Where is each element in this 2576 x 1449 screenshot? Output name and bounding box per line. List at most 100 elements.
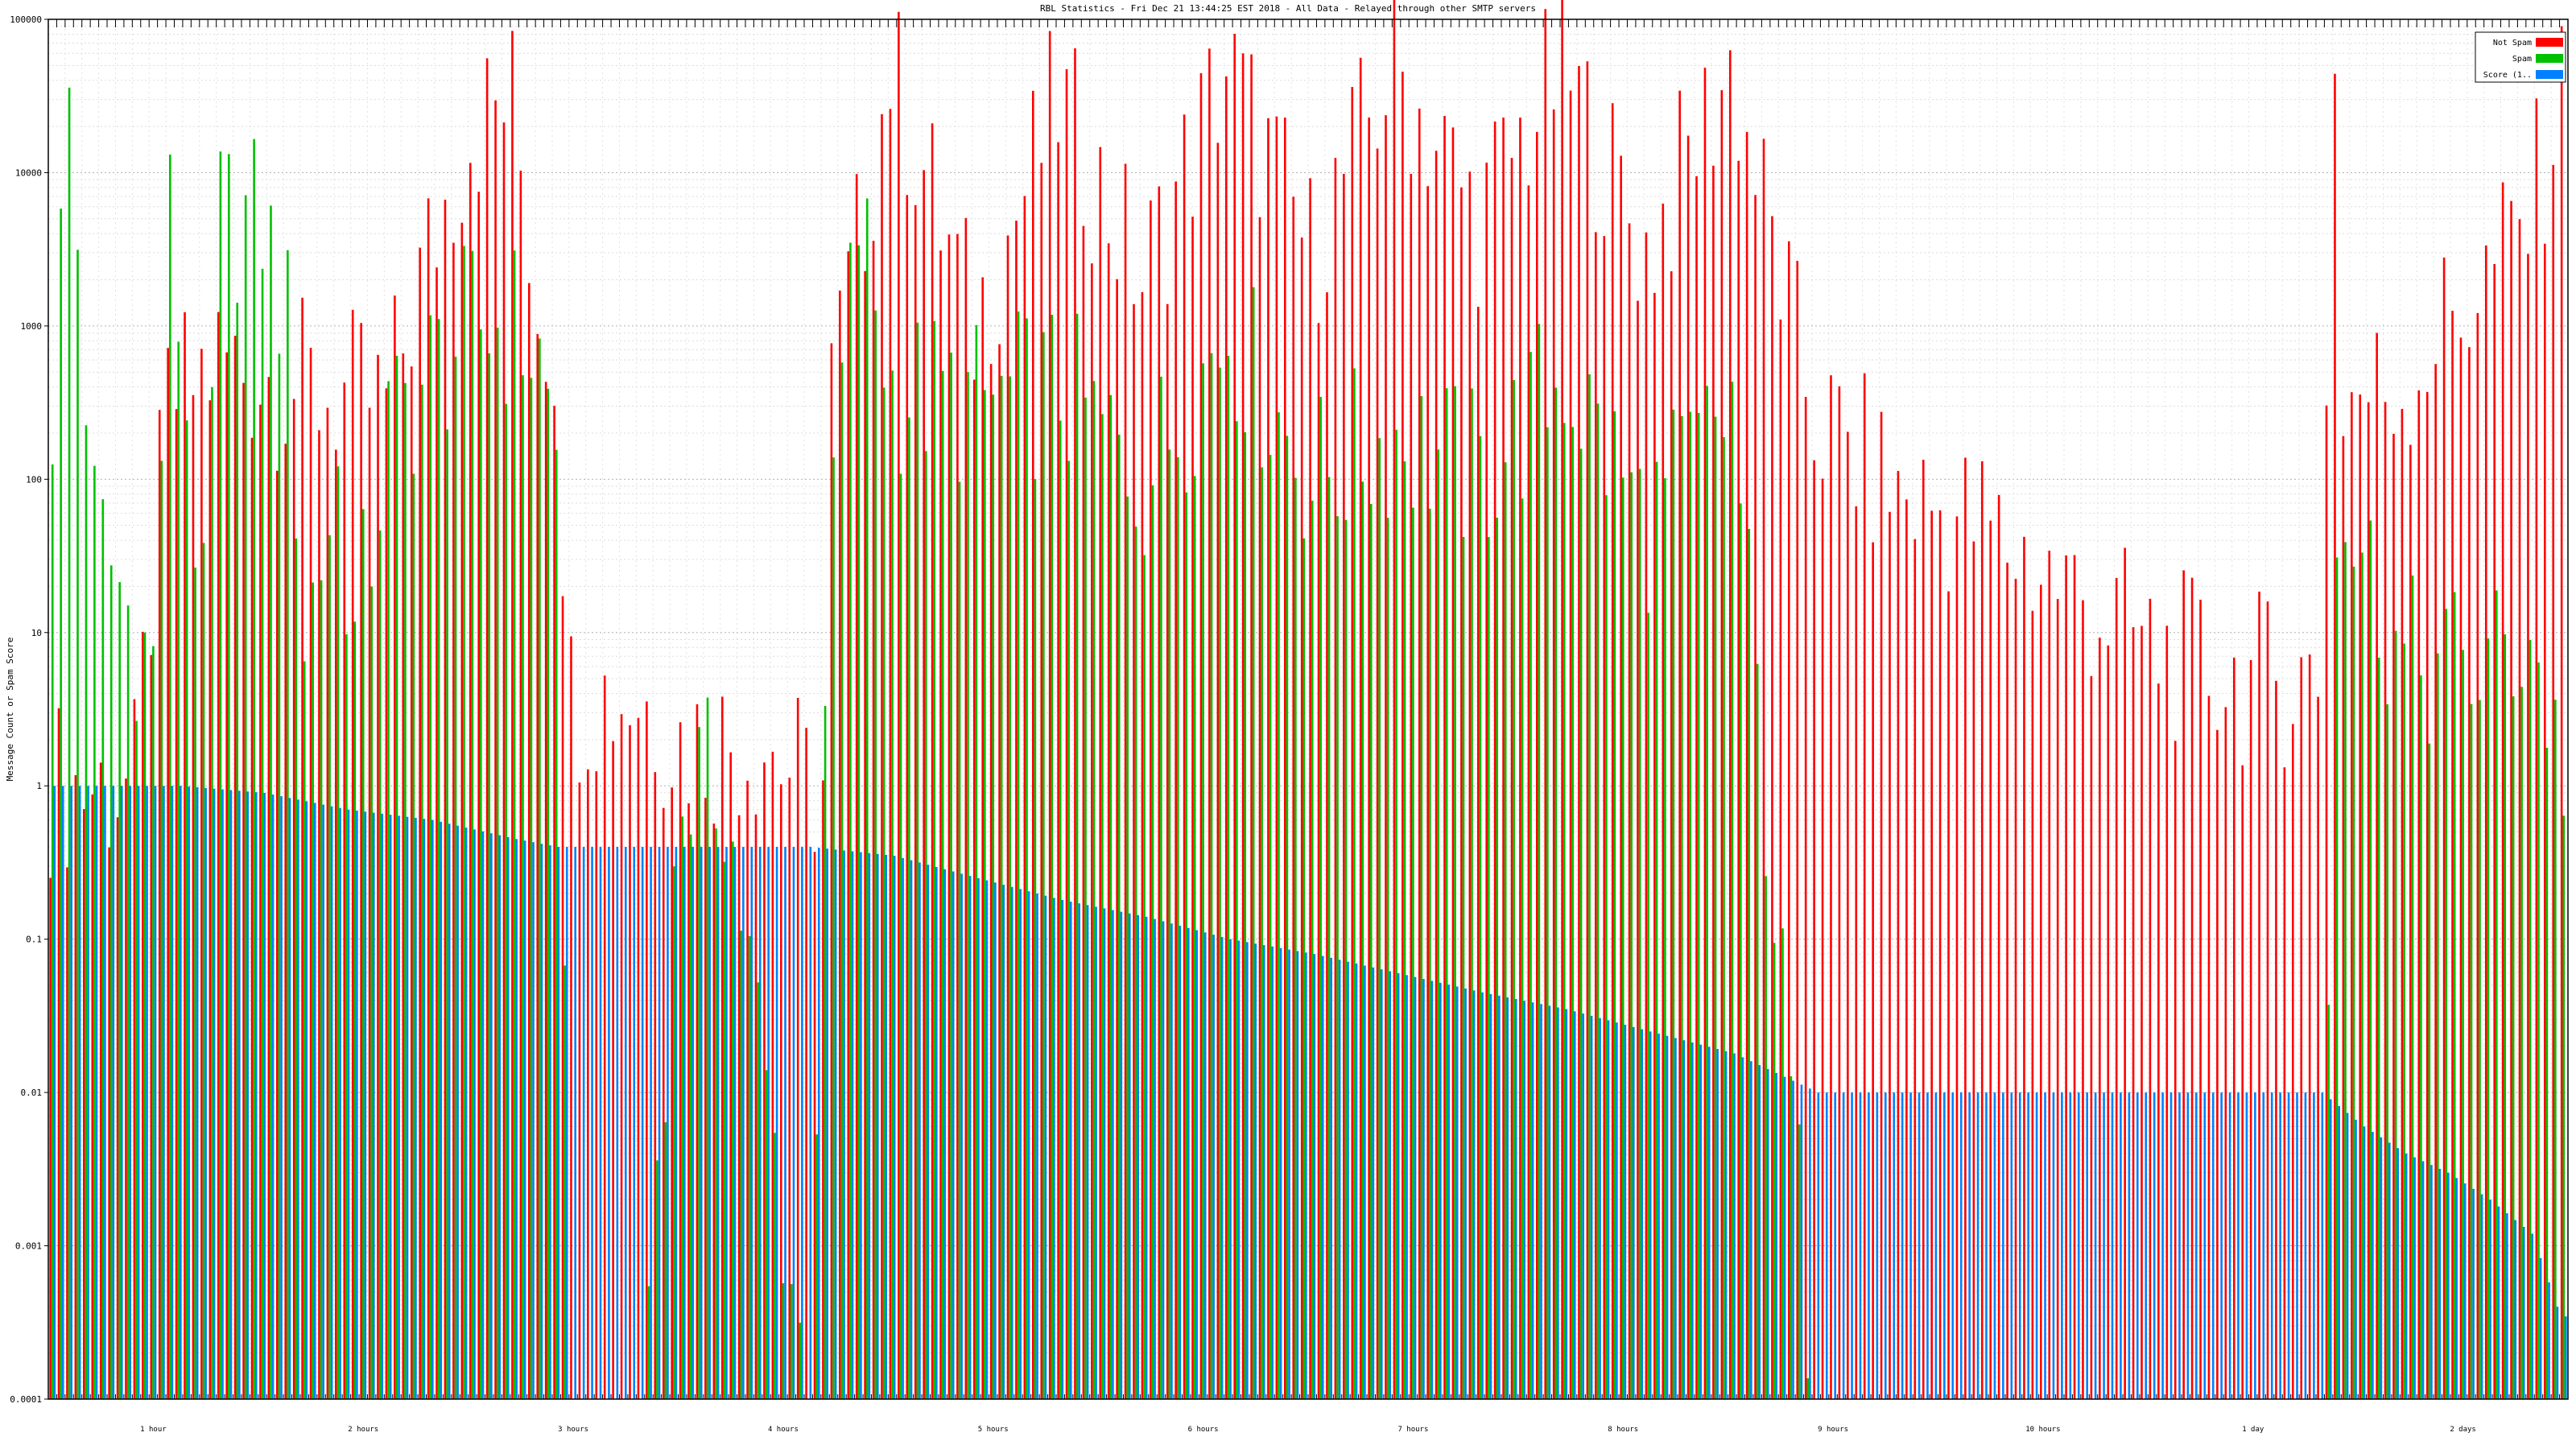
bar-spam-77 — [698, 727, 700, 1399]
bar-not-spam-95 — [847, 251, 850, 1400]
bar-score-1--114 — [1010, 886, 1013, 1399]
bar-score-1--74 — [675, 847, 678, 1399]
bar-score-1--156 — [1364, 965, 1366, 1399]
bar-spam-100 — [891, 370, 894, 1400]
bar-score-1--83 — [750, 847, 753, 1399]
bar-score-1--240 — [2069, 1092, 2072, 1399]
bar-not-spam-148 — [1292, 196, 1295, 1399]
bar-not-spam-297 — [2544, 243, 2546, 1400]
bar-not-spam-67 — [612, 741, 614, 1399]
bar-score-1--293 — [2514, 1220, 2517, 1399]
bar-score-1--59 — [549, 845, 551, 1399]
bar-score-1--241 — [2077, 1092, 2080, 1399]
bar-spam-122 — [1075, 313, 1079, 1399]
bar-spam-286 — [2453, 592, 2456, 1399]
bar-not-spam-253 — [2174, 741, 2177, 1399]
bar-score-1--73 — [667, 847, 669, 1399]
bar-score-1--136 — [1195, 930, 1199, 1399]
bar-score-1--5 — [95, 786, 98, 1399]
bar-score-1--177 — [1540, 1004, 1542, 1399]
bar-spam-25 — [261, 268, 264, 1399]
bar-spam-42 — [404, 382, 407, 1400]
bar-score-1--238 — [2052, 1092, 2055, 1399]
bar-score-1--261 — [2245, 1092, 2248, 1399]
bar-not-spam-130 — [1141, 291, 1144, 1399]
bar-not-spam-109 — [964, 217, 968, 1399]
bar-score-1--103 — [919, 862, 921, 1399]
category-label: 1 hour — [140, 1426, 167, 1434]
bar-not-spam-84 — [754, 814, 758, 1399]
bar-score-1--236 — [2035, 1092, 2038, 1399]
bar-spam-172 — [1496, 518, 1499, 1399]
y-tick-label: 1 — [36, 781, 42, 791]
bar-not-spam-75 — [679, 722, 682, 1399]
bar-score-1--158 — [1380, 969, 1383, 1399]
bar-spam-162 — [1412, 507, 1414, 1399]
bar-spam-7 — [109, 565, 113, 1399]
bar-spam-156 — [1361, 481, 1364, 1399]
bar-not-spam-248 — [2132, 627, 2135, 1399]
bar-spam-209 — [1806, 1378, 1810, 1399]
bar-score-1--52 — [490, 833, 493, 1399]
bar-not-spam-14 — [167, 348, 169, 1399]
y-axis-label: Message Count or Spam Score — [5, 638, 15, 782]
bar-score-1--79 — [716, 847, 720, 1399]
bar-not-spam-114 — [1006, 235, 1009, 1399]
bar-spam-145 — [1269, 455, 1272, 1399]
bar-spam-61 — [564, 965, 566, 1399]
bar-not-spam-252 — [2165, 625, 2169, 1399]
bar-score-1--20 — [221, 789, 224, 1399]
bar-not-spam-221 — [1905, 499, 1908, 1400]
bar-spam-17 — [194, 568, 196, 1399]
bar-not-spam-66 — [603, 675, 606, 1399]
bar-score-1--137 — [1203, 932, 1207, 1399]
bar-score-1--206 — [1783, 1076, 1786, 1399]
bar-score-1--112 — [994, 882, 997, 1399]
bar-score-1--232 — [2002, 1092, 2004, 1399]
bar-spam-207 — [1790, 1075, 1793, 1399]
bar-spam-298 — [2554, 700, 2557, 1399]
bar-not-spam-31 — [309, 348, 312, 1399]
bar-spam-158 — [1378, 438, 1381, 1399]
bar-not-spam-178 — [1544, 9, 1547, 1400]
y-tick-label: 1000 — [21, 321, 43, 332]
bar-not-spam-104 — [923, 170, 925, 1399]
bar-spam-173 — [1504, 462, 1507, 1399]
bar-score-1--21 — [229, 790, 233, 1399]
bar-score-1--6 — [104, 786, 106, 1399]
bar-not-spam-71 — [646, 701, 648, 1399]
bar-not-spam-105 — [931, 123, 934, 1399]
bar-spam-45 — [429, 315, 432, 1399]
bar-score-1--55 — [515, 839, 518, 1399]
bar-score-1--119 — [1053, 898, 1055, 1399]
bar-score-1--80 — [725, 847, 728, 1399]
bar-not-spam-1 — [57, 708, 60, 1399]
bar-score-1--124 — [1095, 906, 1097, 1399]
bar-not-spam-64 — [587, 769, 589, 1399]
bar-not-spam-265 — [2275, 680, 2277, 1399]
bar-not-spam-211 — [1821, 478, 1824, 1399]
bar-score-1--274 — [2355, 1119, 2357, 1399]
bar-spam-56 — [522, 375, 524, 1399]
bar-not-spam-21 — [225, 352, 229, 1400]
bar-not-spam-214 — [1847, 431, 1849, 1400]
bar-score-1--133 — [1170, 923, 1173, 1399]
bar-spam-282 — [2420, 675, 2422, 1399]
bar-score-1--93 — [834, 849, 837, 1399]
bar-not-spam-295 — [2527, 254, 2529, 1400]
bar-spam-73 — [664, 1122, 667, 1399]
bar-score-1--296 — [2539, 1257, 2542, 1399]
bar-not-spam-45 — [427, 198, 430, 1399]
bar-not-spam-147 — [1284, 118, 1286, 1400]
bar-spam-151 — [1319, 397, 1322, 1399]
bar-not-spam-177 — [1536, 131, 1538, 1399]
bar-score-1--122 — [1078, 903, 1080, 1399]
bar-score-1--290 — [2489, 1199, 2491, 1399]
bar-score-1--139 — [1220, 936, 1224, 1399]
bar-spam-32 — [320, 580, 323, 1399]
bar-not-spam-43 — [410, 366, 413, 1399]
bar-not-spam-245 — [2107, 645, 2110, 1399]
bar-not-spam-179 — [1552, 109, 1555, 1400]
bar-score-1--76 — [691, 847, 695, 1399]
bar-not-spam-234 — [2014, 578, 2017, 1399]
